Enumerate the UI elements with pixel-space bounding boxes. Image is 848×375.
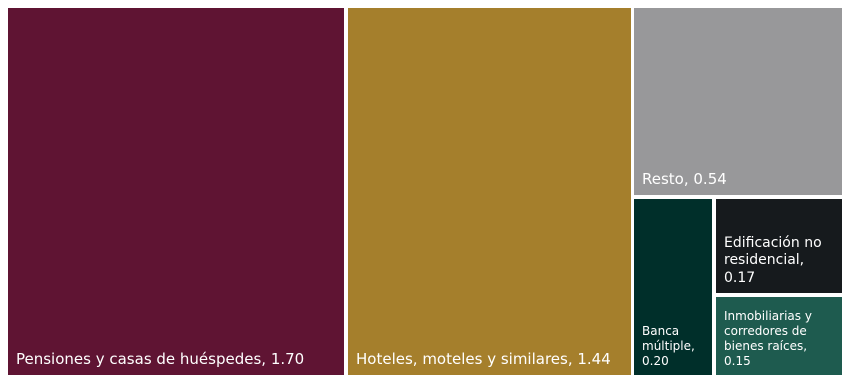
tile-label-hoteles: Hoteles, moteles y similares, 1.44 [356, 350, 611, 369]
tile-hoteles: Hoteles, moteles y similares, 1.44 [348, 8, 631, 375]
tile-pensiones: Pensiones y casas de huéspedes, 1.70 [8, 8, 344, 375]
tile-edificacion: Edificación no residencial, 0.17 [716, 199, 842, 293]
tile-label-inmobiliarias: Inmobiliarias y corredores de bienes raí… [724, 309, 812, 368]
tile-banca: Banca múltiple, 0.20 [634, 199, 712, 375]
tile-resto: Resto, 0.54 [634, 8, 842, 195]
tile-label-resto: Resto, 0.54 [642, 170, 727, 189]
tile-label-edificacion: Edificación no residencial, 0.17 [724, 234, 822, 286]
tile-inmobiliarias: Inmobiliarias y corredores de bienes raí… [716, 297, 842, 375]
tile-label-pensiones: Pensiones y casas de huéspedes, 1.70 [16, 350, 305, 369]
tile-label-banca: Banca múltiple, 0.20 [642, 324, 695, 368]
